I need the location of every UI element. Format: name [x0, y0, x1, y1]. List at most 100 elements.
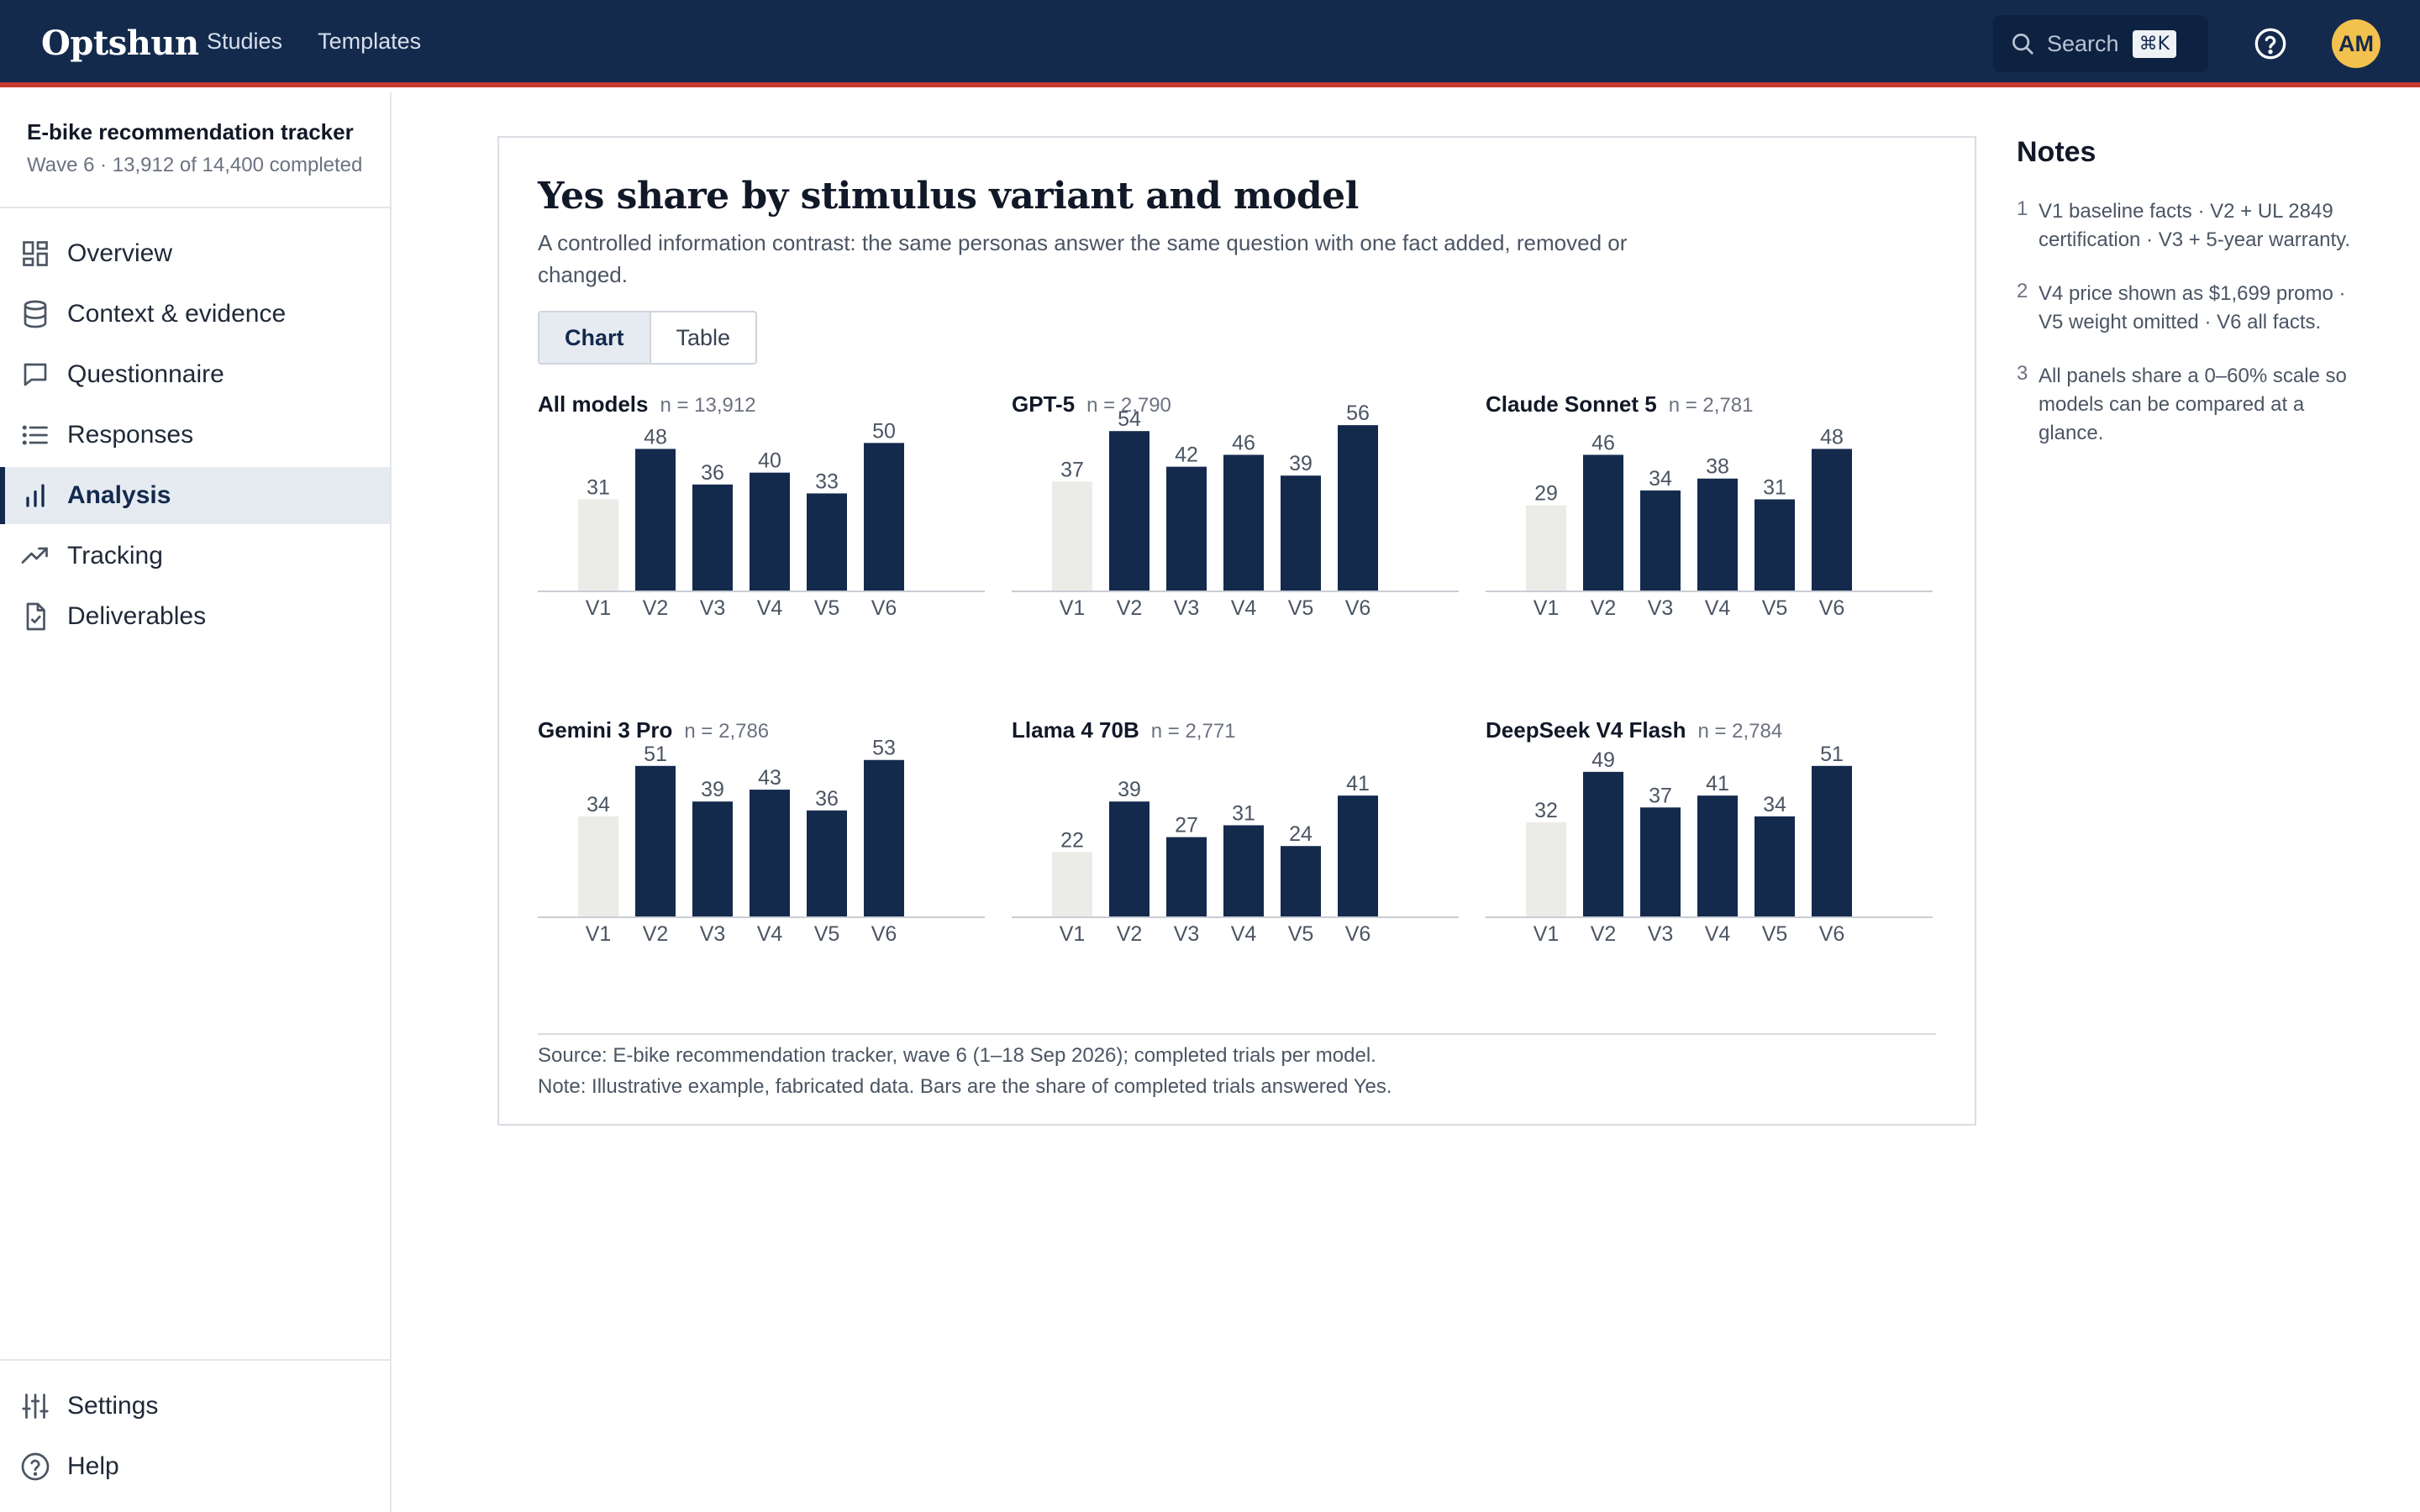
sidebar-item-label: Help [67, 1452, 119, 1480]
bar-v2[interactable] [635, 765, 676, 917]
bar-v6[interactable] [864, 443, 904, 591]
help-circle-icon[interactable] [2254, 27, 2287, 60]
nav-studies[interactable]: Studies [207, 29, 283, 54]
bar-v4[interactable] [1697, 795, 1738, 917]
database-icon [24, 300, 47, 328]
bar-value-label: 51 [1820, 743, 1844, 766]
trend-icon [21, 547, 48, 564]
x-tick-label: V2 [1591, 596, 1617, 620]
source-note: Source: E-bike recommendation tracker, w… [538, 1044, 1376, 1067]
study-title: E-bike recommendation tracker [27, 119, 354, 144]
bar-chart: 29 V1 46 V2 34 V3 38 V4 31 V5 48 V6 [1486, 425, 1933, 620]
bar-v4[interactable] [1697, 478, 1738, 591]
bar-value-label: 31 [587, 475, 610, 499]
x-tick-label: V6 [1819, 596, 1845, 620]
bar-chart: 37 V1 54 V2 42 V3 46 V4 39 V5 56 V6 [1012, 402, 1459, 620]
bar-v3[interactable] [1640, 490, 1681, 591]
bar-v6[interactable] [1338, 425, 1378, 591]
x-tick-label: V2 [1591, 922, 1617, 946]
bar-value-label: 56 [1346, 402, 1370, 425]
bar-v3[interactable] [1166, 837, 1207, 917]
bar-value-label: 34 [1649, 467, 1672, 491]
nav-templates[interactable]: Templates [318, 29, 422, 54]
help-icon [21, 1452, 50, 1481]
bar-value-label: 37 [1060, 458, 1084, 481]
search-icon [2012, 34, 2033, 55]
bar-v1[interactable] [1526, 505, 1566, 591]
bar-v4[interactable] [750, 790, 790, 917]
bar-value-label: 39 [1118, 778, 1141, 801]
view-toggle: Chart Table [538, 311, 758, 365]
bar-v3[interactable] [1640, 807, 1681, 917]
note-text: V1 baseline facts · V2 + UL 2849 certifi… [2039, 200, 2351, 251]
x-tick-label: V3 [700, 596, 726, 620]
sidebar-item-questionnaire[interactable]: Questionnaire [0, 346, 390, 403]
bar-value-label: 36 [701, 461, 724, 485]
toggle-table[interactable]: Table [676, 324, 731, 350]
footnote-divider [538, 1033, 1936, 1035]
sidebar-item-settings[interactable]: Settings [0, 1378, 390, 1435]
x-tick-label: V5 [1762, 596, 1788, 620]
sidebar-item-analysis[interactable]: Analysis [0, 467, 390, 524]
bar-value-label: 39 [1289, 452, 1313, 475]
bar-v2[interactable] [635, 449, 676, 591]
bar-v1[interactable] [578, 816, 618, 917]
sidebar-item-help[interactable]: Help [0, 1438, 390, 1495]
bar-value-label: 37 [1649, 784, 1672, 807]
x-tick-label: V3 [1174, 922, 1200, 946]
brand-logo[interactable]: Optshun [41, 24, 199, 63]
bar-v6[interactable] [864, 759, 904, 917]
bar-v3[interactable] [692, 484, 733, 591]
x-tick-label: V6 [1345, 922, 1371, 946]
bar-value-label: 27 [1175, 814, 1198, 837]
x-tick-label: V4 [757, 596, 783, 620]
bar-v4[interactable] [750, 472, 790, 591]
sidebar-item-context[interactable]: Context & evidence [0, 286, 390, 343]
bar-v2[interactable] [1583, 771, 1623, 917]
bar-v2[interactable] [1109, 801, 1150, 917]
bar-v1[interactable] [1526, 822, 1566, 917]
bar-v6[interactable] [1338, 795, 1378, 917]
bar-v2[interactable] [1109, 431, 1150, 591]
bar-v1[interactable] [1052, 852, 1092, 917]
bar-value-label: 53 [872, 737, 896, 760]
bar-v6[interactable] [1812, 449, 1852, 591]
bar-v5[interactable] [807, 810, 847, 917]
sidebar-item-deliverables[interactable]: Deliverables [0, 588, 390, 645]
bar-v4[interactable] [1223, 825, 1264, 917]
x-tick-label: V1 [1060, 596, 1086, 620]
x-tick-label: V2 [643, 922, 669, 946]
bar-v3[interactable] [692, 801, 733, 917]
message-icon [24, 363, 47, 386]
note-item: 1 V1 baseline facts · V2 + UL 2849 certi… [2017, 197, 2353, 255]
search-shortcut: ⌘K [2132, 29, 2176, 58]
panel-claude-sonnet-5: Claude Sonnet 5 n = 2,781 29 V1 46 V2 34 V3 38 V… [1486, 391, 1939, 660]
search-button[interactable]: Search ⌘K [1993, 15, 2208, 72]
panel-title: All models [538, 391, 649, 417]
panel-n: n = 2,771 [1150, 720, 1236, 743]
sidebar-item-responses[interactable]: Responses [0, 407, 390, 464]
sidebar-item-tracking[interactable]: Tracking [0, 528, 390, 585]
bar-value-label: 43 [758, 766, 781, 790]
bar-v5[interactable] [1281, 846, 1321, 917]
x-tick-label: V1 [1060, 922, 1086, 946]
bar-v5[interactable] [1754, 816, 1795, 917]
bar-value-label: 34 [1763, 793, 1786, 816]
bar-v5[interactable] [1281, 475, 1321, 591]
bar-v5[interactable] [807, 493, 847, 591]
bar-v2[interactable] [1583, 454, 1623, 591]
sidebar-item-label: Context & evidence [67, 300, 287, 328]
bar-v4[interactable] [1223, 454, 1264, 591]
x-tick-label: V2 [1117, 596, 1143, 620]
user-avatar[interactable]: AM [2332, 19, 2381, 68]
bar-v5[interactable] [1754, 499, 1795, 591]
note-item: 3 All panels share a 0–60% scale so mode… [2017, 362, 2353, 448]
bar-value-label: 38 [1706, 455, 1729, 479]
bar-v3[interactable] [1166, 466, 1207, 591]
bar-v1[interactable] [578, 499, 618, 591]
note-number: 3 [2017, 362, 2028, 385]
sidebar-item-overview[interactable]: Overview [0, 225, 390, 282]
bar-v6[interactable] [1812, 765, 1852, 917]
toggle-chart[interactable]: Chart [539, 312, 651, 363]
bar-v1[interactable] [1052, 481, 1092, 591]
